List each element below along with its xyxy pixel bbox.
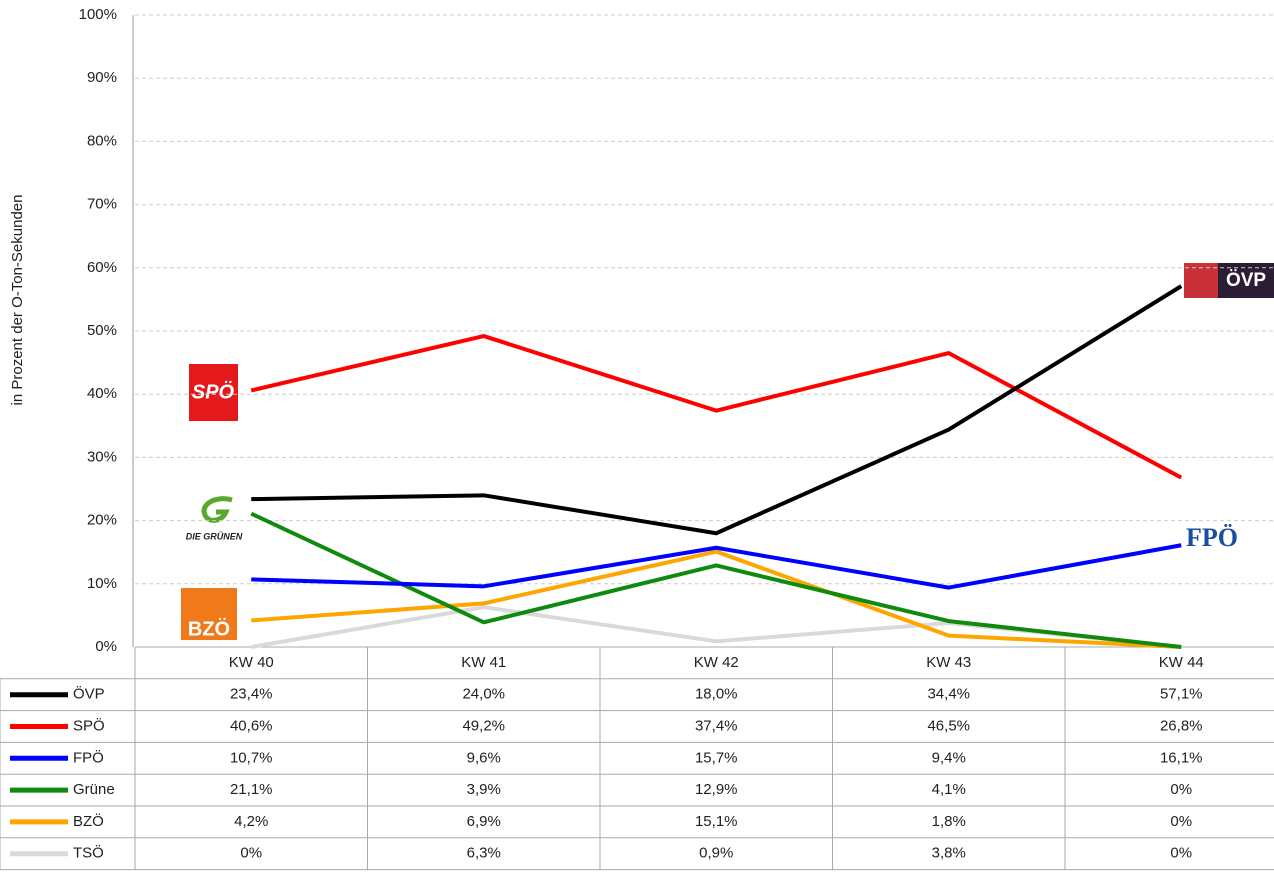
table-value: 21,1% bbox=[230, 781, 273, 798]
y-tick-label: 100% bbox=[79, 6, 117, 23]
y-tick-label: 90% bbox=[87, 69, 117, 86]
table-value: 10,7% bbox=[230, 749, 273, 766]
table-value: 3,9% bbox=[467, 781, 501, 798]
table-value: 0,9% bbox=[699, 845, 733, 862]
table-value: 1,8% bbox=[932, 813, 966, 830]
table-value: 15,7% bbox=[695, 749, 738, 766]
fpo-logo-text: FPÖ bbox=[1186, 523, 1238, 552]
table-value: 0% bbox=[1170, 813, 1192, 830]
table-value: 23,4% bbox=[230, 686, 273, 703]
table-value: 18,0% bbox=[695, 686, 738, 703]
table-value: 40,6% bbox=[230, 717, 273, 734]
table-value: 0% bbox=[1170, 781, 1192, 798]
table-value: 57,1% bbox=[1160, 686, 1203, 703]
table-value: 9,6% bbox=[467, 749, 501, 766]
legend-label: BZÖ bbox=[73, 812, 104, 830]
table-value: 49,2% bbox=[462, 717, 505, 734]
y-tick-label: 10% bbox=[87, 575, 117, 592]
y-tick-label: 30% bbox=[87, 448, 117, 465]
spo-logo bbox=[189, 364, 238, 421]
series-line bbox=[251, 549, 1182, 649]
legend-label: FPÖ bbox=[73, 748, 104, 766]
table-value: 16,1% bbox=[1160, 749, 1203, 766]
legend-label: Grüne bbox=[73, 781, 115, 798]
ovp-logo-accent bbox=[1184, 263, 1218, 298]
table-value: 46,5% bbox=[927, 717, 970, 734]
table-value: 6,9% bbox=[467, 813, 501, 830]
ovp-logo-text: ÖVP bbox=[1226, 270, 1266, 291]
x-tick-label: KW 40 bbox=[229, 654, 274, 671]
table-value: 0% bbox=[1170, 845, 1192, 862]
table-value: 37,4% bbox=[695, 717, 738, 734]
bzo-logo-text: BZÖ bbox=[188, 617, 230, 640]
y-tick-label: 50% bbox=[87, 322, 117, 339]
series-line bbox=[250, 334, 1183, 480]
x-tick-label: KW 44 bbox=[1159, 654, 1204, 671]
bzo-logo bbox=[181, 588, 237, 640]
y-tick-label: 70% bbox=[87, 196, 117, 213]
legend-label: SPÖ bbox=[73, 716, 105, 734]
table-value: 0% bbox=[240, 845, 262, 862]
table-value: 26,8% bbox=[1160, 717, 1203, 734]
x-tick-label: KW 43 bbox=[926, 654, 971, 671]
y-tick-label: 40% bbox=[87, 385, 117, 402]
y-tick-label: 20% bbox=[87, 512, 117, 529]
series-line bbox=[251, 284, 1183, 536]
table-value: 4,2% bbox=[234, 813, 268, 830]
table-value: 24,0% bbox=[462, 686, 505, 703]
legend-label: TSÖ bbox=[73, 844, 104, 862]
table-value: 12,9% bbox=[695, 781, 738, 798]
grune-logo bbox=[201, 496, 233, 523]
table-value: 3,8% bbox=[932, 845, 966, 862]
y-axis-label: in Prozent der O-Ton-Sekunden bbox=[9, 195, 26, 406]
y-tick-label: 0% bbox=[95, 638, 117, 655]
table-value: 15,1% bbox=[695, 813, 738, 830]
series-line bbox=[251, 543, 1182, 590]
x-tick-label: KW 42 bbox=[694, 654, 739, 671]
y-tick-label: 60% bbox=[87, 259, 117, 276]
table-value: 6,3% bbox=[467, 845, 501, 862]
table-value: 9,4% bbox=[932, 749, 966, 766]
grune-logo-text: DIE GRÜNEN bbox=[186, 531, 243, 541]
legend-label: ÖVP bbox=[73, 685, 105, 703]
table-value: 4,1% bbox=[932, 781, 966, 798]
table-value: 34,4% bbox=[927, 686, 970, 703]
x-tick-label: KW 41 bbox=[461, 654, 506, 671]
series-line bbox=[250, 511, 1182, 649]
y-tick-label: 80% bbox=[87, 132, 117, 149]
spo-logo-text: SPÖ bbox=[192, 380, 235, 403]
